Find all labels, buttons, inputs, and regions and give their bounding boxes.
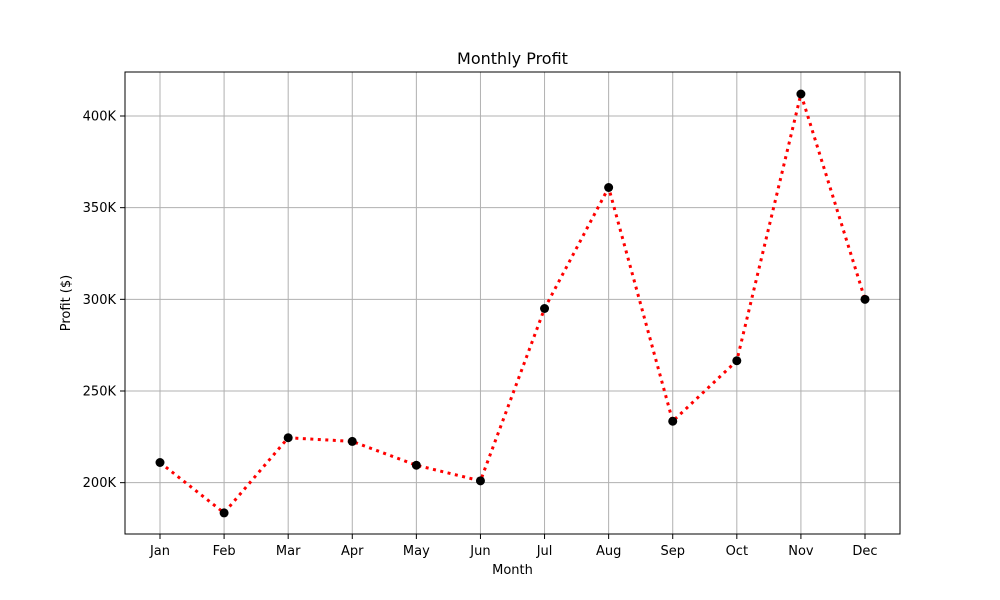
x-tick-label: Aug <box>596 544 621 559</box>
x-tick-label: Sep <box>660 544 685 559</box>
data-point <box>347 436 357 446</box>
grid <box>125 72 900 534</box>
chart-title: Monthly Profit <box>457 49 568 68</box>
x-tick-label: Apr <box>341 544 364 559</box>
x-tick-label: Mar <box>276 544 301 559</box>
x-tick-label: Feb <box>213 544 236 559</box>
data-point <box>475 476 485 486</box>
data-point <box>604 183 614 192</box>
data-point <box>219 508 229 518</box>
y-tick-label: 200K <box>83 476 117 491</box>
data-point <box>155 458 165 467</box>
data-point <box>411 460 421 470</box>
y-tick-label: 400K <box>83 110 117 125</box>
x-tick-label: Nov <box>788 544 814 559</box>
y-tick-label: 300K <box>83 293 117 308</box>
x-tick-label: Dec <box>852 544 877 559</box>
x-tick-label: May <box>403 544 430 559</box>
x-tick-label: Jun <box>469 544 490 559</box>
data-point <box>540 304 550 313</box>
y-axis-title: Profit ($) <box>59 275 74 331</box>
data-point <box>283 433 293 443</box>
data-point <box>668 416 678 426</box>
data-point <box>860 294 870 304</box>
data-point <box>732 356 742 366</box>
y-tick-label: 250K <box>83 385 117 400</box>
x-tick-label: Jul <box>536 544 553 559</box>
x-axis-title: Month <box>492 563 533 578</box>
plot-frame <box>124 71 901 535</box>
x-tick-label: Oct <box>726 544 748 559</box>
series-line <box>159 88 867 515</box>
series-layer <box>155 88 870 518</box>
ticks: Jan Feb Mar Apr May Jun Jul Aug Sep Oct Nov Dec 200K… <box>83 110 878 560</box>
y-tick-label: 350K <box>83 201 117 216</box>
data-point <box>796 89 806 99</box>
x-tick-label: Jan <box>149 544 170 559</box>
